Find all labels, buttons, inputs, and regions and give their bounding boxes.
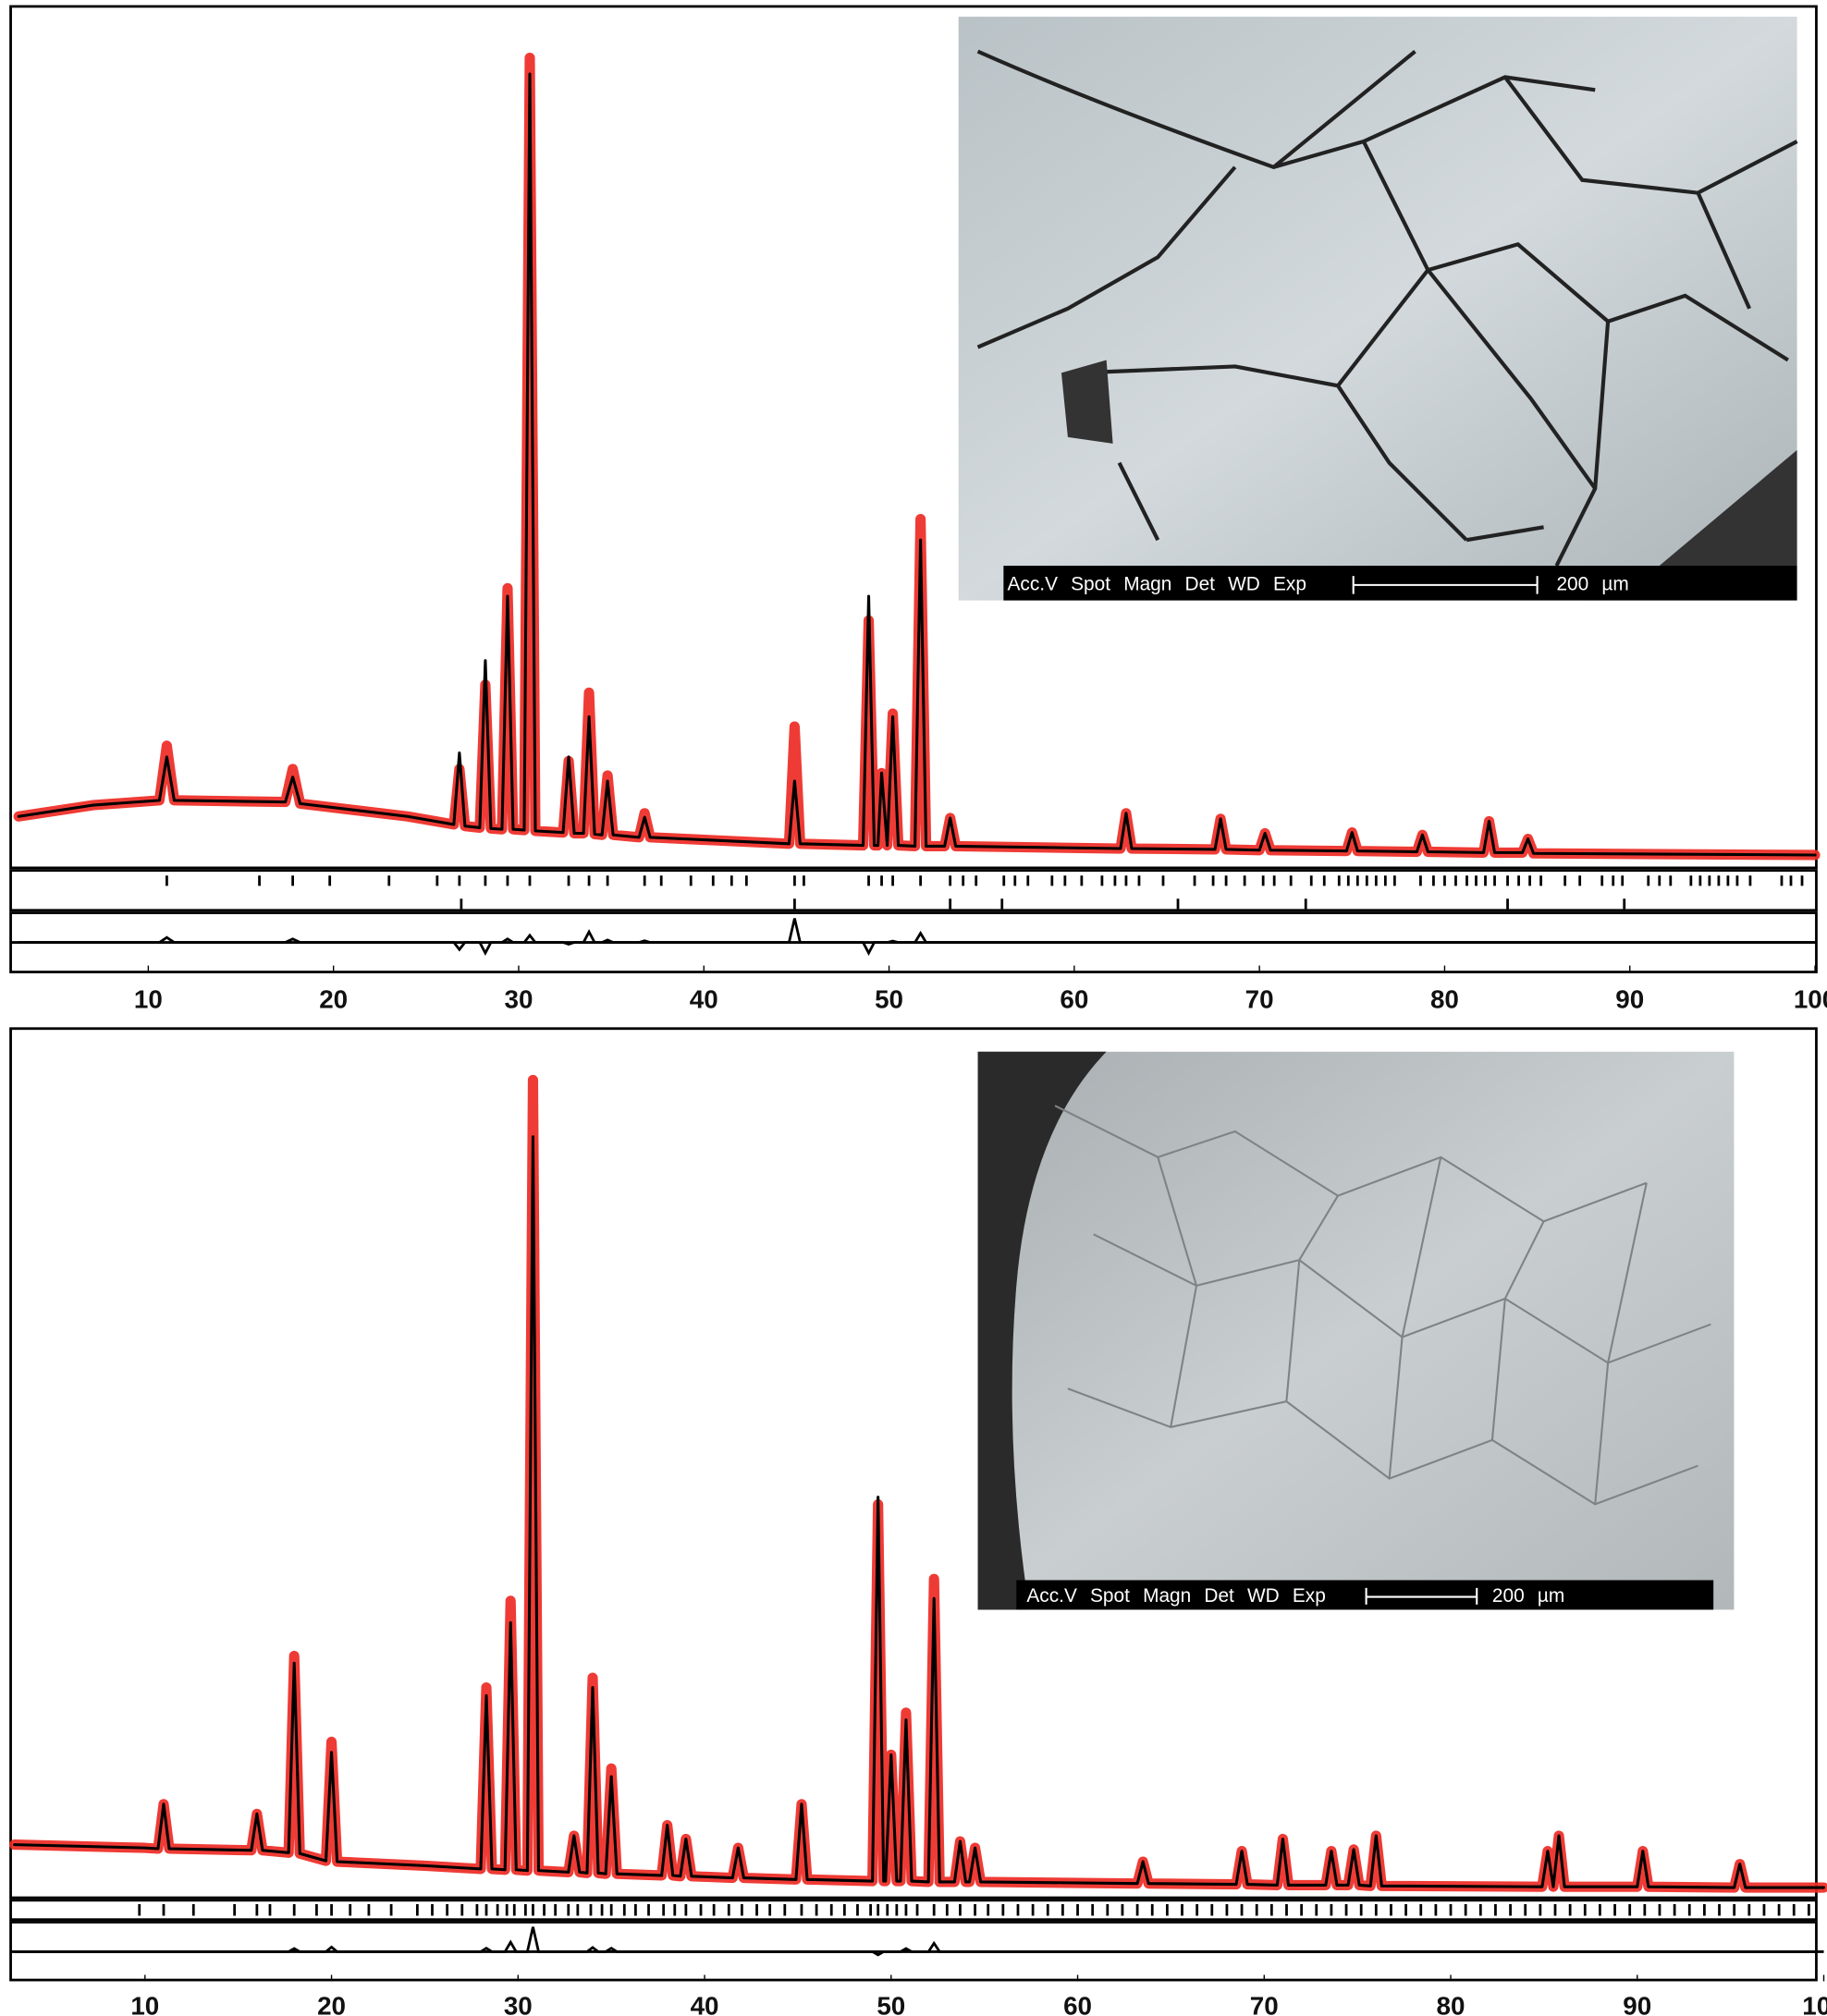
sem-image (958, 17, 1797, 601)
sem-inset: Acc.V Spot Magn Det WD Exp 200 µm (958, 17, 1798, 601)
x-tick-label: 50 (875, 985, 903, 1014)
x-tick-label: 20 (317, 1992, 346, 2016)
difference-line (14, 1926, 1824, 1957)
caption-bar (1003, 566, 1797, 601)
x-tick-label: 60 (1060, 985, 1088, 1014)
x-tick-label: 100 (1802, 1992, 1827, 2016)
plot-frame (9, 1027, 1818, 1900)
calculated-line (17, 72, 1817, 857)
x-tick-label: 100 (1794, 985, 1827, 1014)
x-tick-label: 30 (504, 1992, 533, 2016)
sem-caption: Acc.V Spot Magn Det WD Exp (1008, 573, 1306, 594)
reflection-frame (9, 1899, 1818, 1922)
x-tick-label: 20 (319, 985, 348, 1014)
sem-caption: Acc.V Spot Magn Det WD Exp (1026, 1585, 1325, 1607)
x-tick-label: 70 (1245, 985, 1274, 1014)
x-tick-label: 70 (1250, 1992, 1279, 2016)
x-tick-label: 40 (690, 985, 718, 1014)
sem-edge (977, 1051, 1107, 1610)
x-tick-label: 10 (134, 985, 163, 1014)
caption-bar (1016, 1580, 1714, 1610)
x-tick-label: 80 (1430, 985, 1459, 1014)
x-tick-label: 80 (1437, 1992, 1465, 2016)
calculated-line (13, 1135, 1826, 1889)
x-tick-label: 10 (130, 1992, 159, 2016)
sem-image (977, 1051, 1735, 1610)
scale-bar (1365, 1587, 1478, 1605)
scale-bar (1352, 576, 1539, 594)
difference-line (18, 918, 1816, 957)
reflection-frame (9, 869, 1818, 912)
grain-facets (1054, 1105, 1711, 1506)
x-tick-label: 40 (691, 1992, 719, 2016)
plot-frame (9, 5, 1818, 870)
x-tick-label: 30 (505, 985, 533, 1014)
x-tick-label: 90 (1623, 1992, 1651, 2016)
x-tick-label: 60 (1063, 1992, 1092, 2016)
x-tick-label: 50 (877, 1992, 905, 2016)
scale-label: 200 µm (1556, 573, 1628, 594)
marks: 10 20 30 40 50 60 70 80 90 100 10 20 30 40 50 60 70 80 90 1… (9, 53, 1827, 2016)
x-tick-label: 90 (1615, 985, 1644, 1014)
grain-boundaries (976, 49, 1798, 567)
sem-inset: Acc.V Spot Magn Det WD Exp 200 µm (977, 1051, 1735, 1610)
scale-label: 200 µm (1492, 1585, 1564, 1607)
